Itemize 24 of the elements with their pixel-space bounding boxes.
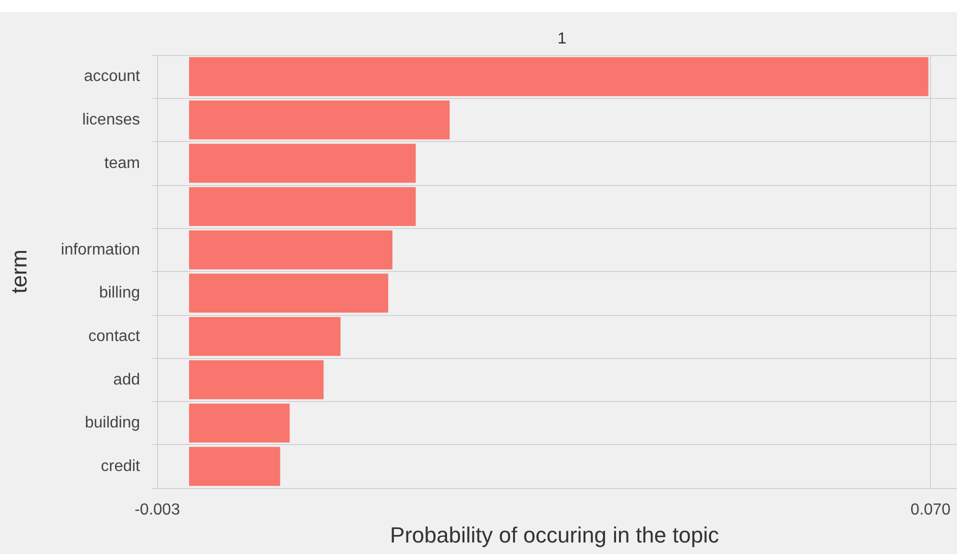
y-axis-title: term bbox=[6, 250, 32, 294]
x-tick-label: -0.003 bbox=[134, 502, 180, 518]
bar bbox=[189, 360, 324, 400]
y-tick-label: team bbox=[104, 154, 140, 172]
bar bbox=[189, 144, 416, 183]
y-tick-label: building bbox=[84, 414, 140, 432]
y-tick-label: account bbox=[84, 68, 141, 86]
bar bbox=[189, 446, 280, 486]
y-tick-label: licenses bbox=[82, 111, 140, 128]
y-tick-label: contact bbox=[88, 328, 141, 345]
x-axis-title: Probability of occuring in the topic bbox=[390, 522, 719, 548]
y-tick-label: information bbox=[60, 241, 140, 258]
y-tick-label: credit bbox=[100, 458, 141, 475]
bar bbox=[189, 274, 388, 313]
x-tick-label: 0.070 bbox=[910, 502, 951, 518]
chart-title: 1 bbox=[558, 30, 567, 48]
bar bbox=[189, 100, 450, 140]
y-tick-label: add bbox=[113, 371, 140, 388]
bar bbox=[189, 404, 290, 443]
bar bbox=[189, 187, 416, 226]
bar bbox=[189, 57, 928, 96]
y-tick-label: billing bbox=[99, 284, 140, 302]
bar bbox=[189, 316, 341, 356]
bar bbox=[189, 230, 392, 270]
